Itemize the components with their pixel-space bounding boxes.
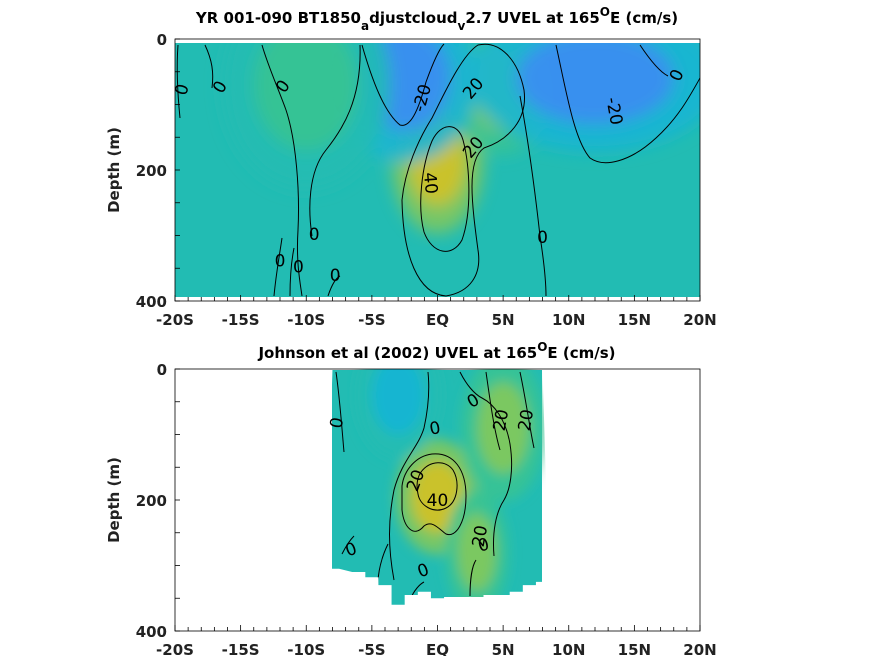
- contour-label: 0: [537, 228, 548, 248]
- velocity-core: [516, 43, 674, 125]
- x-tick-label: -10S: [287, 641, 325, 656]
- x-tick-label: 5N: [492, 311, 515, 329]
- x-axis-model: -20S -15S -10S -5S EQ 5N 10N 15N 20N: [156, 295, 717, 329]
- x-tick-label: 5N: [492, 641, 515, 656]
- contour-label: 40: [419, 172, 441, 195]
- x-tick-label: EQ: [426, 311, 449, 329]
- x-tick-label: 10N: [552, 641, 585, 656]
- velocity-core: [476, 382, 530, 474]
- x-tick-label: 10N: [552, 311, 585, 329]
- velocity-core: [411, 460, 464, 533]
- title-part: YR 001-090 BT1850: [195, 9, 361, 27]
- contour-label: 0: [293, 257, 304, 277]
- contour-label: 0: [476, 534, 492, 556]
- x-tick-label: 20N: [683, 641, 716, 656]
- title-part: O: [600, 5, 610, 19]
- title-part: E (cm/s): [547, 344, 615, 362]
- velocity-core: [457, 513, 497, 592]
- contour-label: 0: [327, 416, 349, 430]
- chart-panel-model: YR 001-090 BT1850adjustcloudv2.7 UVEL at…: [105, 5, 717, 329]
- y-axis-model: 0 200 400: [136, 31, 180, 311]
- y-tick-label: 0: [157, 31, 167, 49]
- y-tick-label: 400: [136, 293, 167, 311]
- chart-title-model: YR 001-090 BT1850adjustcloudv2.7 UVEL at…: [195, 5, 678, 33]
- heatmap-field-observations: [332, 369, 546, 605]
- contour-label: 20: [490, 408, 513, 433]
- x-axis-observations: -20S -15S -10S -5S EQ 5N 10N 15N 20N: [156, 625, 717, 656]
- y-axis-label-observations: Depth (m): [105, 457, 123, 543]
- contour-label: 20: [515, 408, 538, 433]
- x-tick-label: 20N: [683, 311, 716, 329]
- x-tick-label: -15S: [222, 311, 260, 329]
- contour-label: 20: [469, 524, 492, 549]
- x-tick-label: -20S: [156, 311, 194, 329]
- contour-label: 0: [428, 418, 442, 440]
- heatmap-field-model: [175, 43, 700, 297]
- title-part: E (cm/s): [610, 9, 678, 27]
- x-tick-label: 15N: [618, 311, 651, 329]
- contour-label: 40: [427, 491, 449, 511]
- y-tick-label: 200: [136, 492, 167, 510]
- title-part: v: [458, 19, 466, 33]
- chart-panel-observations: Johnson et al (2002) UVEL at 165OE (cm/s…: [105, 340, 717, 656]
- contour-label: -20: [601, 96, 626, 127]
- contour-label: 0: [330, 266, 341, 286]
- x-tick-label: -15S: [222, 641, 260, 656]
- chart-title-observations: Johnson et al (2002) UVEL at 165OE (cm/s…: [257, 340, 615, 362]
- title-part: a: [361, 19, 369, 33]
- x-tick-label: -20S: [156, 641, 194, 656]
- contour-lines-observations: [335, 371, 535, 601]
- contour-label: 0: [171, 82, 193, 98]
- title-part: 2.7 UVEL at 165: [465, 9, 599, 27]
- title-part: djustcloud: [369, 9, 457, 27]
- velocity-core: [371, 369, 425, 435]
- y-tick-label: 400: [136, 623, 167, 641]
- contour-label: 0: [309, 225, 320, 245]
- title-part: O: [537, 340, 547, 354]
- y-tick-label: 200: [136, 162, 167, 180]
- y-axis-observations: 0 200 400: [136, 361, 180, 641]
- y-tick-label: 0: [157, 361, 167, 379]
- contour-label: 0: [275, 251, 286, 271]
- velocity-core: [253, 43, 359, 151]
- x-tick-label: -10S: [287, 311, 325, 329]
- title-part: Johnson et al (2002) UVEL at 165: [257, 344, 537, 362]
- x-tick-label: -5S: [358, 311, 385, 329]
- x-tick-label: -5S: [358, 641, 385, 656]
- x-tick-label: 15N: [618, 641, 651, 656]
- contour-lines-model: [176, 43, 700, 297]
- x-tick-label: EQ: [426, 641, 449, 656]
- y-axis-label-model: Depth (m): [105, 127, 123, 213]
